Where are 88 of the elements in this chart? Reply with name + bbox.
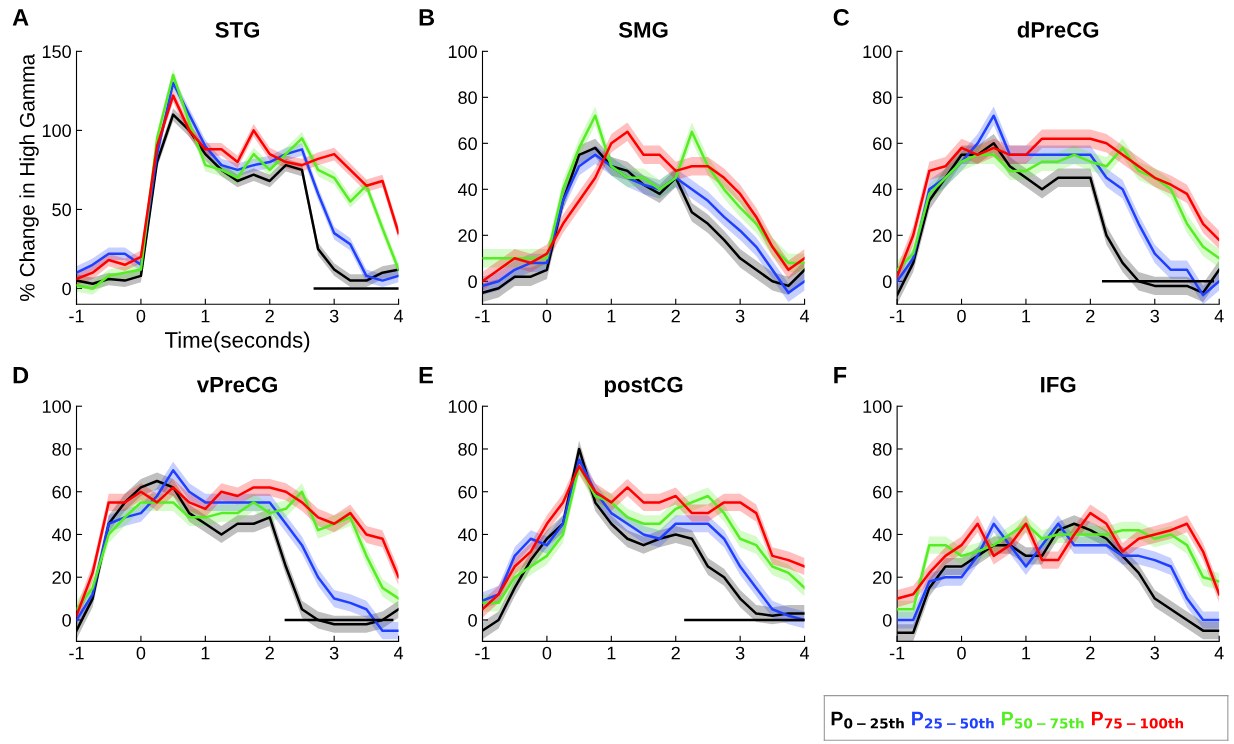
x-tick-label: 2 bbox=[1086, 646, 1095, 660]
y-tick-label: 100 bbox=[448, 400, 477, 413]
x-tick-label: 0 bbox=[542, 309, 552, 323]
y-tick-label: 80 bbox=[458, 442, 477, 456]
x-tick-label: 1 bbox=[1022, 309, 1031, 323]
x-tick-label: 4 bbox=[1214, 646, 1224, 660]
y-tick-label: 100 bbox=[42, 400, 71, 413]
y-tick-label: 150 bbox=[42, 45, 71, 59]
text: C bbox=[833, 8, 850, 26]
x-tick-label: -1 bbox=[475, 309, 490, 323]
x-tick-label: -1 bbox=[69, 646, 84, 660]
x-tick-label: -1 bbox=[69, 309, 84, 323]
x-tick-label: 2 bbox=[671, 646, 680, 660]
chart-title: dPreCG bbox=[1017, 21, 1099, 38]
x-tick-label: 0 bbox=[136, 646, 146, 660]
x-tick-label: 2 bbox=[265, 646, 274, 660]
x-tick-label: 1 bbox=[607, 646, 616, 660]
x-tick-label: 3 bbox=[329, 646, 339, 660]
chart-title: SMG bbox=[618, 21, 668, 38]
y-tick-label: 100 bbox=[42, 124, 71, 138]
x-tick-label: 4 bbox=[1214, 309, 1224, 323]
y-tick-label: 80 bbox=[52, 442, 71, 456]
x-tick-label: -1 bbox=[889, 646, 905, 660]
y-tick-label: 40 bbox=[872, 528, 892, 542]
text: B bbox=[419, 9, 435, 26]
x-tick-label: 0 bbox=[136, 309, 146, 323]
y-tick-label: 60 bbox=[52, 485, 71, 499]
y-tick-label: 50 bbox=[52, 203, 71, 217]
y-tick-label: 80 bbox=[872, 91, 892, 105]
x-tick-label: 0 bbox=[542, 646, 552, 660]
y-tick-label: 20 bbox=[458, 571, 477, 584]
text: P$_{25−50th}$ bbox=[912, 711, 994, 729]
x-tick-label: 4 bbox=[393, 646, 404, 660]
y-tick-label: 20 bbox=[52, 571, 71, 584]
y-tick-label: 20 bbox=[458, 229, 477, 243]
text: D bbox=[13, 367, 29, 384]
x-tick-label: 4 bbox=[393, 309, 404, 323]
y-tick-label: 80 bbox=[872, 442, 892, 456]
x-tick-label: 1 bbox=[1022, 646, 1031, 660]
text: E bbox=[419, 367, 433, 384]
y-tick-label: 0 bbox=[468, 613, 477, 627]
y-tick-label: 0 bbox=[62, 613, 71, 627]
y-tick-label: 60 bbox=[873, 137, 892, 151]
x-tick-label: -1 bbox=[475, 646, 490, 660]
x-tick-label: 3 bbox=[1150, 309, 1159, 323]
y-tick-label: 60 bbox=[458, 137, 477, 151]
y-tick-label: 0 bbox=[62, 282, 71, 296]
x-tick-label: 4 bbox=[799, 646, 810, 660]
x-tick-label: 2 bbox=[671, 309, 680, 323]
y-tick-label: 40 bbox=[457, 528, 477, 542]
y-tick-label: 60 bbox=[873, 485, 892, 499]
x-tick-label: 3 bbox=[735, 309, 745, 323]
chart-title: vPreCG bbox=[196, 376, 277, 393]
text: A bbox=[12, 9, 29, 26]
y-axis-title: % Change in High Gamma bbox=[19, 53, 39, 301]
x-tick-label: 3 bbox=[735, 646, 745, 660]
y-tick-label: 80 bbox=[458, 91, 477, 105]
x-tick-label: 3 bbox=[1150, 646, 1159, 660]
text: P$_{50−75th}$ bbox=[1002, 711, 1084, 729]
y-tick-label: 40 bbox=[872, 183, 892, 197]
x-tick-label: 1 bbox=[201, 646, 210, 660]
x-tick-label: 0 bbox=[957, 309, 966, 323]
text: P$_{0−25th}$ bbox=[831, 711, 904, 729]
y-tick-label: 0 bbox=[468, 275, 477, 289]
y-tick-label: 20 bbox=[873, 571, 892, 584]
x-tick-label: 0 bbox=[957, 646, 966, 660]
chart-title: IFG bbox=[1041, 376, 1076, 393]
y-tick-label: 0 bbox=[882, 613, 892, 627]
y-tick-label: 100 bbox=[863, 45, 892, 59]
y-tick-label: 40 bbox=[51, 528, 71, 542]
x-tick-label: 1 bbox=[201, 309, 210, 323]
x-tick-label: 2 bbox=[265, 309, 274, 323]
text: F bbox=[834, 367, 847, 384]
x-tick-label: 1 bbox=[607, 309, 616, 323]
y-tick-label: 100 bbox=[863, 400, 892, 413]
y-tick-label: 20 bbox=[873, 229, 892, 243]
x-axis-title: Time(seconds) bbox=[164, 331, 310, 353]
y-tick-label: 60 bbox=[458, 485, 477, 499]
chart-title: STG bbox=[215, 21, 260, 38]
y-tick-label: 40 bbox=[457, 183, 477, 197]
x-tick-label: 2 bbox=[1086, 309, 1095, 323]
y-tick-label: 100 bbox=[448, 45, 477, 59]
text: P$_{75−100th}$ bbox=[1091, 711, 1184, 729]
chart-title: postCG bbox=[604, 376, 683, 397]
y-tick-label: 0 bbox=[882, 275, 892, 289]
x-tick-label: 3 bbox=[329, 309, 339, 323]
x-tick-label: -1 bbox=[889, 309, 905, 323]
x-tick-label: 4 bbox=[799, 309, 810, 323]
